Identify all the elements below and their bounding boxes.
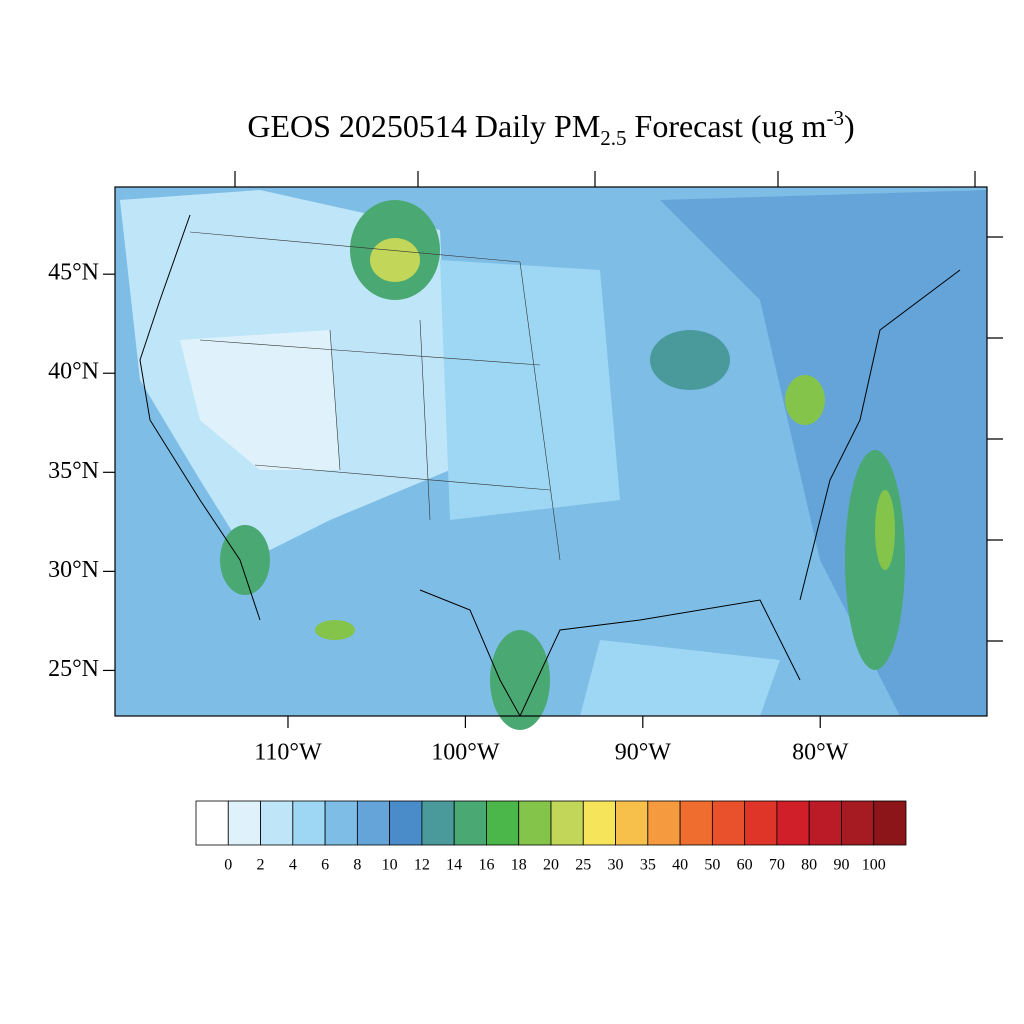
colorbar-box	[744, 800, 778, 846]
colorbar-label: 25	[575, 857, 591, 874]
field-lightest	[180, 330, 340, 470]
colorbar-box	[453, 800, 487, 846]
lat-label: 45°N	[48, 260, 99, 286]
colorbar-box	[582, 800, 616, 846]
east	[785, 375, 825, 425]
lat-label: 30°N	[48, 557, 99, 583]
colorbar-label: 35	[640, 857, 656, 874]
title-main: GEOS 20250514 Daily PM	[247, 108, 600, 144]
field-mid	[440, 260, 620, 520]
colorbar-label: 2	[257, 857, 265, 874]
colorbar-label: 18	[511, 857, 527, 874]
field-gulf	[580, 640, 780, 716]
colorbar-label: 20	[543, 857, 559, 874]
title-rest: Forecast (ug m	[627, 108, 827, 144]
coastline	[139, 214, 961, 717]
colorbar-box	[615, 800, 649, 846]
lon-label: 110°W	[254, 740, 322, 766]
colorbar-box	[195, 800, 229, 846]
plume-core	[875, 490, 895, 570]
colorbar-label: 14	[446, 857, 462, 874]
colorbar-label: 70	[769, 857, 785, 874]
colorbar-label: 60	[737, 857, 753, 874]
lon-label: 100°W	[431, 740, 500, 766]
colorbar-box	[679, 800, 713, 846]
colorbar-label: 80	[801, 857, 817, 874]
title-sub: 2.5	[600, 126, 626, 150]
title-sup: -3	[826, 106, 844, 130]
lon-label: 90°W	[615, 740, 672, 766]
colorbar-label: 16	[478, 857, 494, 874]
colorbar-label: 8	[353, 857, 361, 874]
lon-label: 80°W	[792, 740, 849, 766]
borders	[189, 231, 561, 561]
colorbar-box	[808, 800, 842, 846]
mx	[315, 620, 355, 640]
colorbar-label: 0	[224, 857, 232, 874]
colorbar-label: 50	[704, 857, 720, 874]
frame-ticks	[234, 171, 1003, 642]
colorbar-box	[776, 800, 810, 846]
colorbar-box	[873, 800, 907, 846]
colorbar-box	[324, 800, 358, 846]
colorbar-box	[486, 800, 520, 846]
colorbar-box	[647, 800, 681, 846]
field-east	[660, 190, 987, 716]
colorbar-box	[292, 800, 326, 846]
title-end: )	[844, 108, 855, 144]
colorbar-box	[260, 800, 294, 846]
colorbar-label: 100	[862, 857, 886, 874]
map-frame	[114, 186, 988, 717]
colorbar-box	[518, 800, 552, 846]
colorbar-box	[356, 800, 391, 846]
colorbar-label: 40	[672, 857, 688, 874]
colorbar-label: 90	[833, 857, 849, 874]
colorbar-label: 12	[414, 857, 430, 874]
colorbar-label: 10	[382, 857, 398, 874]
title: GEOS 20250514 Daily PM2.5 Forecast (ug m…	[247, 106, 854, 150]
lat-label: 35°N	[48, 458, 99, 484]
sw	[220, 525, 270, 595]
plume	[845, 450, 905, 670]
lat-label: 25°N	[48, 656, 99, 682]
colorbar-label: 30	[608, 857, 624, 874]
colorbar-box	[389, 800, 423, 846]
lakes	[650, 330, 730, 390]
colorbar-box	[841, 800, 875, 846]
colorbar-box	[550, 800, 584, 846]
map-field	[114, 171, 1003, 730]
colorbar-box	[711, 800, 746, 846]
smoke-core	[370, 238, 420, 282]
lat-label: 40°N	[48, 359, 99, 385]
colorbar-label: 6	[321, 857, 329, 874]
colorbar-label: 4	[289, 857, 297, 874]
colorbar-box	[421, 800, 455, 846]
colorbar-box	[227, 800, 261, 846]
texas	[490, 630, 550, 730]
